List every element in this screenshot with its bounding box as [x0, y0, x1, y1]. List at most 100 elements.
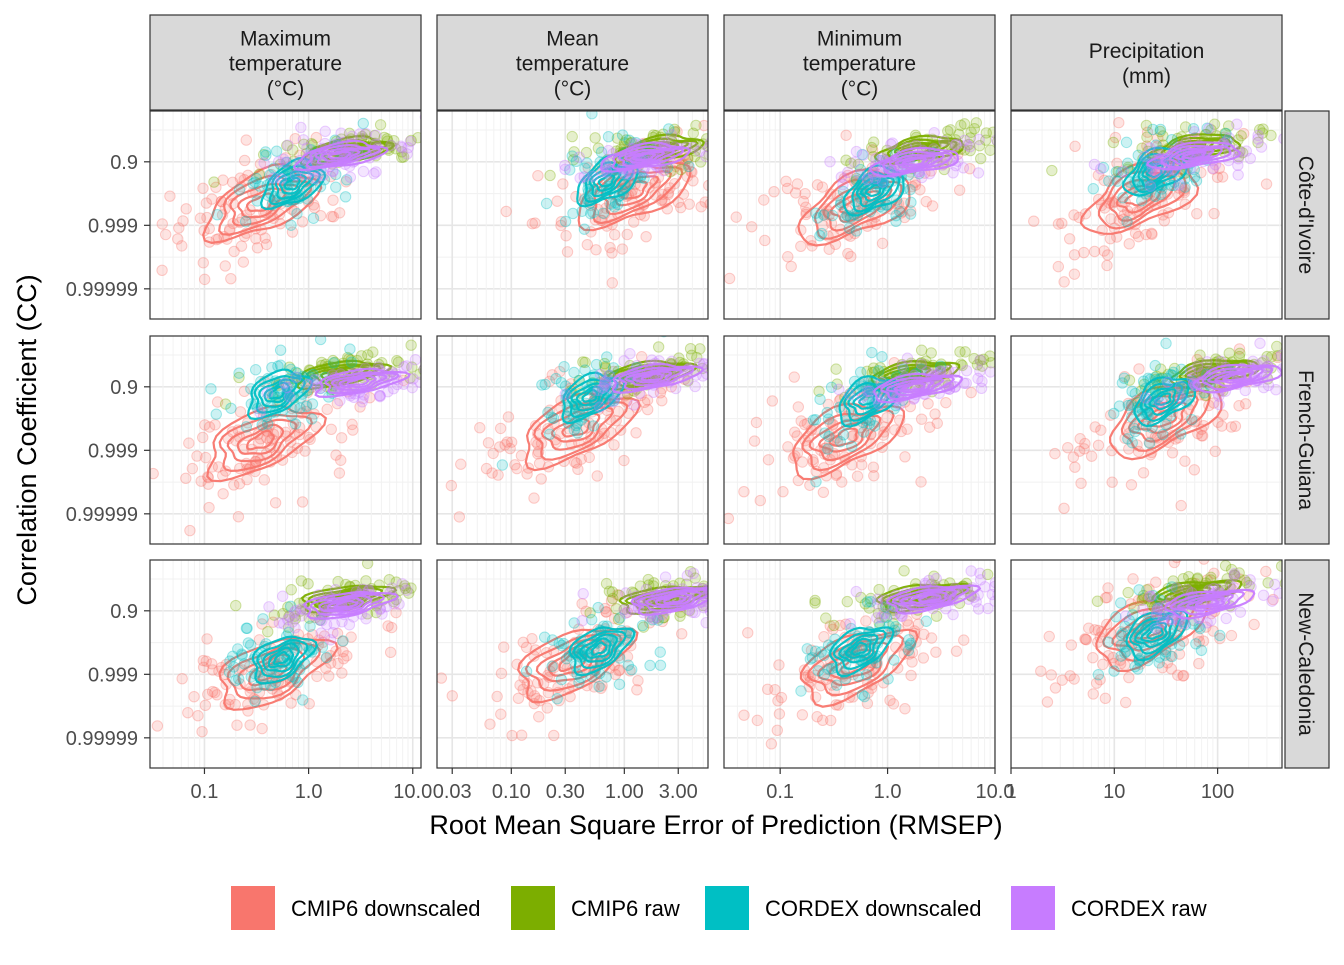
- data-point: [868, 470, 880, 482]
- density-contour: [1146, 164, 1164, 179]
- data-point: [374, 390, 386, 402]
- data-point: [934, 360, 947, 372]
- data-point: [654, 387, 667, 399]
- data-point: [286, 226, 299, 238]
- data-point: [294, 605, 306, 617]
- panel-r0-c2: [723, 110, 996, 320]
- data-point: [274, 344, 287, 356]
- data-point: [1085, 450, 1098, 462]
- data-point: [328, 618, 340, 630]
- x-tick-label: 0.30: [546, 781, 585, 803]
- data-point: [1275, 349, 1282, 362]
- data-point: [816, 181, 829, 193]
- data-point: [700, 617, 708, 629]
- data-point: [370, 606, 382, 619]
- density-contour: [262, 642, 300, 673]
- series-contours-cordex-downscaled: [251, 635, 318, 685]
- data-point: [200, 197, 213, 209]
- density-contour: [1176, 593, 1234, 612]
- data-point: [535, 473, 547, 485]
- density-contour: [268, 385, 286, 400]
- facet-strip-label: Maximum: [240, 28, 331, 51]
- data-point: [180, 203, 192, 215]
- data-point: [974, 354, 986, 366]
- y-tick-label: 0.9: [110, 601, 138, 623]
- data-point: [555, 377, 568, 389]
- data-point: [1216, 171, 1229, 183]
- x-tick-label: 0.1: [766, 781, 794, 803]
- data-point: [1144, 180, 1157, 192]
- data-point: [758, 194, 770, 206]
- data-point: [397, 151, 410, 163]
- data-point: [795, 240, 807, 253]
- data-point: [1079, 633, 1091, 645]
- data-point: [242, 637, 255, 649]
- data-point: [335, 127, 347, 139]
- data-point: [297, 694, 309, 706]
- data-point: [781, 182, 794, 195]
- data-point: [845, 157, 857, 169]
- data-point: [191, 450, 203, 462]
- data-point: [236, 664, 248, 676]
- data-point: [987, 126, 995, 138]
- data-point: [856, 148, 868, 161]
- data-point: [382, 620, 394, 632]
- density-contour: [844, 637, 872, 659]
- data-point: [953, 184, 966, 196]
- data-point: [1252, 129, 1264, 142]
- data-point: [202, 688, 214, 701]
- data-point: [1049, 682, 1062, 694]
- density-contour: [566, 378, 619, 419]
- facet-strip-row-2: [1284, 559, 1330, 769]
- data-point: [792, 401, 805, 413]
- data-point: [1041, 696, 1054, 708]
- data-point: [916, 171, 928, 184]
- data-point: [584, 607, 596, 619]
- data-point: [1118, 372, 1130, 384]
- data-point: [1257, 123, 1269, 135]
- data-point: [406, 381, 418, 394]
- data-point: [1208, 207, 1220, 220]
- data-point: [915, 476, 927, 488]
- data-point: [587, 420, 600, 432]
- series-contours-cordex-downscaled: [561, 371, 626, 425]
- data-point: [289, 132, 301, 145]
- data-point: [1161, 657, 1174, 669]
- data-point: [772, 695, 784, 707]
- data-point: [1252, 133, 1264, 145]
- data-point: [926, 200, 939, 212]
- data-point: [632, 675, 644, 687]
- data-point: [573, 151, 585, 163]
- data-point: [930, 572, 942, 585]
- density-contour: [611, 145, 685, 171]
- density-contour: [1121, 146, 1188, 197]
- density-contour: [909, 591, 948, 605]
- data-point: [412, 131, 421, 144]
- data-point: [1105, 213, 1117, 225]
- data-point: [1214, 632, 1226, 645]
- data-point: [806, 652, 819, 664]
- data-point: [514, 679, 526, 691]
- data-point: [840, 129, 852, 141]
- data-point: [1149, 190, 1161, 203]
- density-contour: [640, 372, 665, 382]
- data-point: [1192, 631, 1204, 643]
- density-contour: [856, 176, 895, 208]
- data-point: [898, 565, 910, 577]
- data-point: [852, 158, 865, 171]
- data-point: [234, 406, 247, 418]
- data-point: [233, 184, 246, 196]
- data-point: [1157, 612, 1169, 624]
- data-point: [401, 148, 413, 160]
- data-point: [172, 233, 184, 245]
- facet-strip-label: (mm): [1122, 65, 1171, 88]
- data-point: [624, 348, 636, 360]
- density-contour: [324, 371, 400, 395]
- legend-key: [705, 886, 749, 930]
- y-tick-label: 0.999: [88, 440, 138, 462]
- data-point: [876, 237, 889, 250]
- data-point: [566, 130, 578, 143]
- data-point: [258, 474, 271, 486]
- data-point: [231, 719, 243, 731]
- data-point: [270, 145, 283, 157]
